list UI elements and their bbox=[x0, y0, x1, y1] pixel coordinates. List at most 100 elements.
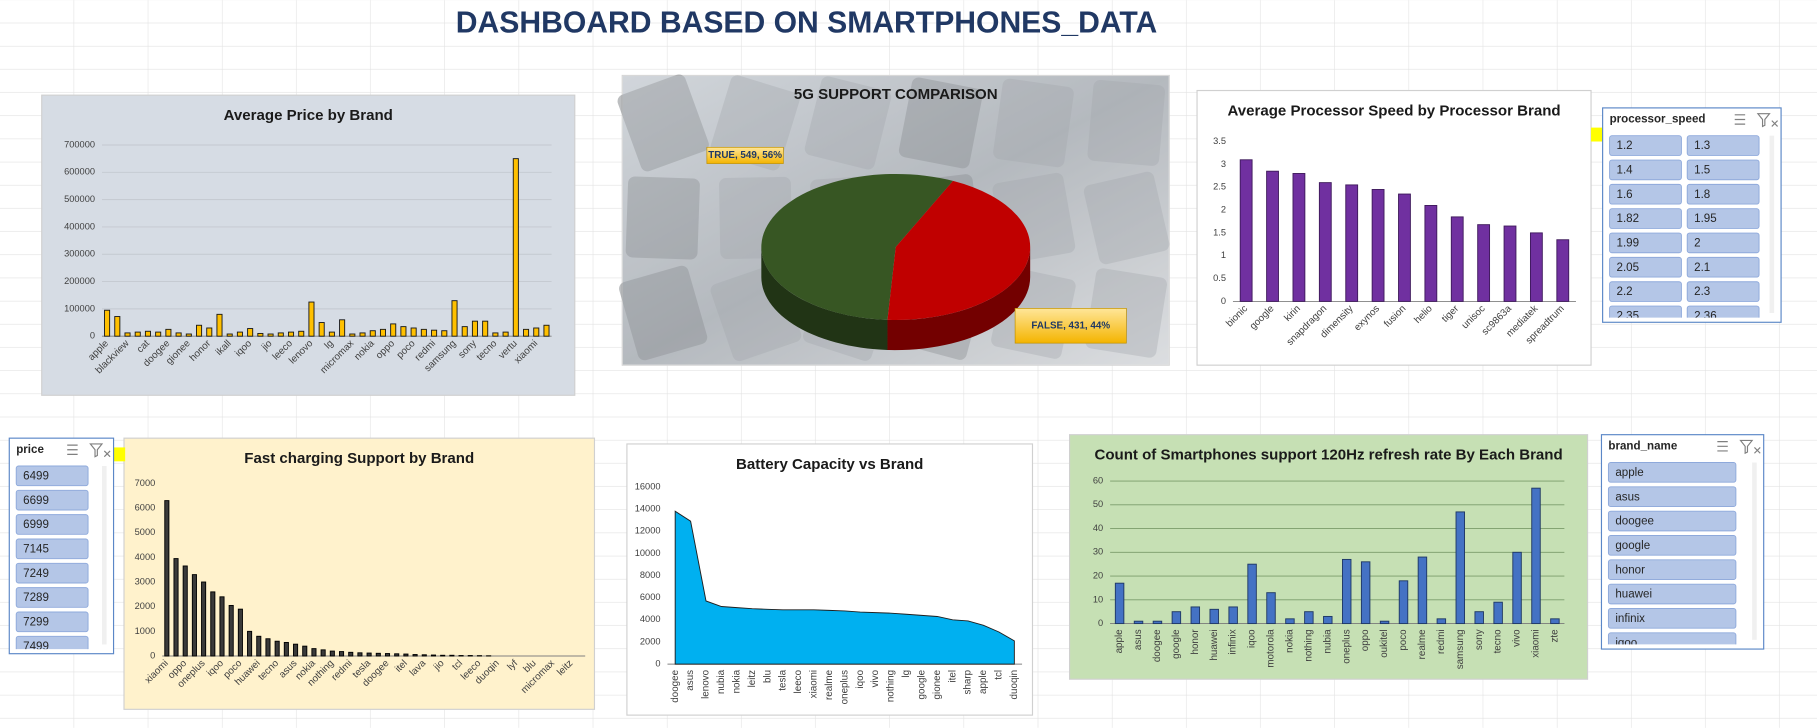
x-tick-label: nokia bbox=[731, 669, 742, 693]
slicer-item-label: 1.5 bbox=[1694, 165, 1710, 177]
multi-select-icon[interactable] bbox=[1717, 441, 1728, 452]
slicer-item[interactable] bbox=[15, 465, 89, 487]
slicer-item[interactable] bbox=[15, 635, 89, 656]
slicer-item-label: 2 bbox=[1694, 238, 1700, 250]
slicer-item[interactable] bbox=[1607, 583, 1737, 605]
bar bbox=[1379, 620, 1390, 625]
y-tick-label: 30 bbox=[1093, 547, 1103, 557]
y-tick-label: 1.5 bbox=[1213, 227, 1226, 237]
slicer-scrollbar[interactable] bbox=[1752, 462, 1757, 640]
slicer-item[interactable] bbox=[1607, 632, 1737, 653]
slicer-item[interactable] bbox=[1686, 183, 1760, 205]
slicer-item[interactable] bbox=[1609, 256, 1682, 278]
slicer-header: processor_speed bbox=[1610, 114, 1706, 126]
slicer-item[interactable] bbox=[1609, 208, 1682, 229]
x-tick-label: realme bbox=[824, 669, 835, 700]
bar bbox=[1474, 611, 1484, 625]
phone-photo bbox=[898, 77, 983, 169]
x-tick-label: iqoo bbox=[1247, 629, 1258, 648]
slicer-item[interactable] bbox=[1609, 281, 1682, 302]
slicer-item-label: 1.3 bbox=[1694, 140, 1710, 152]
bar bbox=[182, 565, 188, 657]
slicer-item[interactable] bbox=[15, 514, 89, 535]
data-label: FALSE, 431, 44% bbox=[1031, 320, 1110, 331]
bar bbox=[421, 654, 427, 657]
y-tick-label: 400000 bbox=[64, 221, 95, 231]
slicer-scrollbar[interactable] bbox=[101, 465, 107, 645]
multi-select-icon[interactable] bbox=[1734, 114, 1746, 125]
slicer-item[interactable] bbox=[1686, 232, 1760, 254]
slicer-item[interactable] bbox=[1607, 510, 1737, 532]
multi-select-icon[interactable] bbox=[67, 444, 78, 455]
slicer-item[interactable] bbox=[1607, 486, 1737, 507]
slicer-item-label: 1.6 bbox=[1617, 189, 1633, 201]
slicer-item[interactable] bbox=[15, 587, 89, 608]
bar bbox=[1152, 620, 1163, 625]
x-tick-label: nothing bbox=[886, 670, 897, 702]
x-tick-label: itel bbox=[947, 670, 958, 683]
bar bbox=[1345, 184, 1359, 302]
phone-photo bbox=[619, 265, 708, 361]
clear-filter-icon[interactable] bbox=[1756, 113, 1779, 128]
bar bbox=[247, 630, 253, 657]
bar bbox=[257, 332, 264, 337]
slicer-item[interactable] bbox=[1686, 305, 1760, 326]
slicer-item[interactable] bbox=[1609, 232, 1682, 254]
y-tick-label: 14000 bbox=[635, 503, 661, 513]
slicer-item[interactable] bbox=[1686, 281, 1760, 302]
slicer-item[interactable] bbox=[15, 538, 89, 560]
x-tick-label: huawei bbox=[1209, 629, 1220, 660]
x-tick-label: motorola bbox=[1266, 629, 1277, 668]
slicer-item-label: 6699 bbox=[23, 495, 49, 507]
x-tick-label: apple bbox=[978, 669, 989, 694]
y-tick-label: 4000 bbox=[640, 614, 661, 624]
slicer-item[interactable] bbox=[1607, 535, 1737, 556]
chart-panel bbox=[1068, 434, 1589, 680]
bar bbox=[440, 654, 446, 657]
bar bbox=[293, 643, 299, 657]
bar bbox=[1424, 205, 1438, 302]
x-tick-label: doogee bbox=[670, 669, 681, 702]
slicer-item[interactable] bbox=[1686, 256, 1760, 278]
clear-filter-icon[interactable] bbox=[1739, 439, 1761, 455]
slicer-item[interactable] bbox=[1686, 208, 1760, 229]
slicer-item[interactable] bbox=[15, 562, 89, 584]
bar bbox=[274, 640, 280, 657]
y-tick-label: 6000 bbox=[640, 592, 661, 602]
slicer-item-label: doogee bbox=[1615, 516, 1654, 528]
slicer-item[interactable] bbox=[1609, 135, 1682, 156]
x-tick-label: tecno bbox=[1493, 629, 1504, 654]
slicer-item-label: 1.8 bbox=[1694, 189, 1710, 201]
x-tick-label: oppo bbox=[1360, 629, 1371, 651]
bar bbox=[1133, 620, 1144, 625]
y-tick-label: 1 bbox=[1221, 250, 1226, 260]
slicer-item[interactable] bbox=[15, 611, 89, 633]
phone-photo bbox=[625, 176, 700, 260]
x-tick-label: leeco bbox=[793, 669, 804, 693]
bar bbox=[543, 324, 550, 337]
x-tick-label: nothing bbox=[1303, 629, 1314, 661]
x-tick-label: google bbox=[1171, 629, 1182, 659]
slicer-scrollbar[interactable] bbox=[1769, 135, 1775, 314]
slicer-item[interactable] bbox=[15, 489, 89, 511]
slicer-item[interactable] bbox=[1607, 559, 1737, 581]
bar bbox=[226, 333, 233, 337]
slicer-item[interactable] bbox=[1609, 159, 1682, 181]
bar bbox=[482, 320, 489, 337]
slicer-item[interactable] bbox=[1609, 305, 1682, 326]
slicer-item[interactable] bbox=[1686, 159, 1760, 181]
x-tick-label: iqoo bbox=[855, 669, 866, 688]
slicer-item[interactable] bbox=[1607, 462, 1737, 483]
bar bbox=[191, 574, 197, 657]
y-tick-label: 300000 bbox=[64, 249, 95, 259]
chart-title: Count of Smartphones support 120Hz refre… bbox=[1094, 447, 1562, 464]
x-tick-label: infinix bbox=[1228, 629, 1239, 654]
slicer-item[interactable] bbox=[1686, 135, 1760, 156]
slicer-item[interactable] bbox=[1607, 608, 1737, 629]
bar bbox=[236, 331, 243, 337]
x-tick-label: lenovo bbox=[701, 669, 712, 698]
clear-filter-icon[interactable] bbox=[89, 443, 111, 458]
bar bbox=[338, 651, 345, 657]
slicer-item[interactable] bbox=[1609, 183, 1682, 205]
bar bbox=[451, 300, 458, 337]
